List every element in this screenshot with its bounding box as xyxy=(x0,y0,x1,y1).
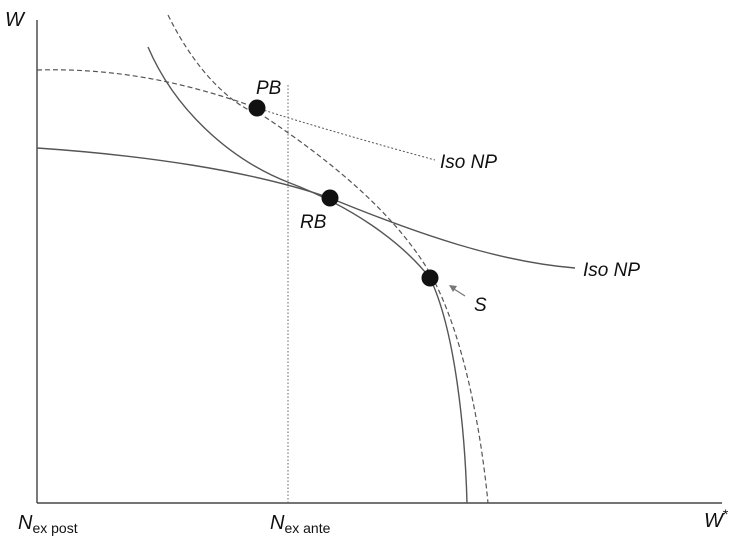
frontier-solid xyxy=(147,46,468,504)
y-axis-label: W xyxy=(5,9,26,31)
n-ex-ante-label: Nex ante xyxy=(270,512,331,536)
origin-label: Nex post xyxy=(18,512,78,536)
point-pb xyxy=(248,99,266,117)
point-rb xyxy=(321,189,339,207)
label-s: S xyxy=(474,295,487,316)
origin-label-sub: ex post xyxy=(32,520,77,536)
label-iso-np-upper: Iso NP xyxy=(440,152,497,173)
x-axis-label-superscript: * xyxy=(723,506,729,522)
axes xyxy=(36,20,722,504)
n-ex-ante-label-base: N xyxy=(270,512,285,534)
label-pb: PB xyxy=(256,78,282,99)
iso-np-upper-line xyxy=(256,107,436,161)
x-axis-label-base: W xyxy=(704,510,725,532)
arrow-to-s xyxy=(449,285,466,297)
n-ex-ante-label-sub: ex ante xyxy=(284,520,330,536)
label-rb: RB xyxy=(300,212,327,233)
label-iso-np-lower: Iso NP xyxy=(583,260,640,281)
origin-label-base: N xyxy=(18,512,33,534)
iso-np-dashed-left xyxy=(36,69,258,109)
frontier-dashed xyxy=(167,14,489,504)
point-s xyxy=(421,269,439,287)
x-axis-label: W* xyxy=(704,506,729,532)
